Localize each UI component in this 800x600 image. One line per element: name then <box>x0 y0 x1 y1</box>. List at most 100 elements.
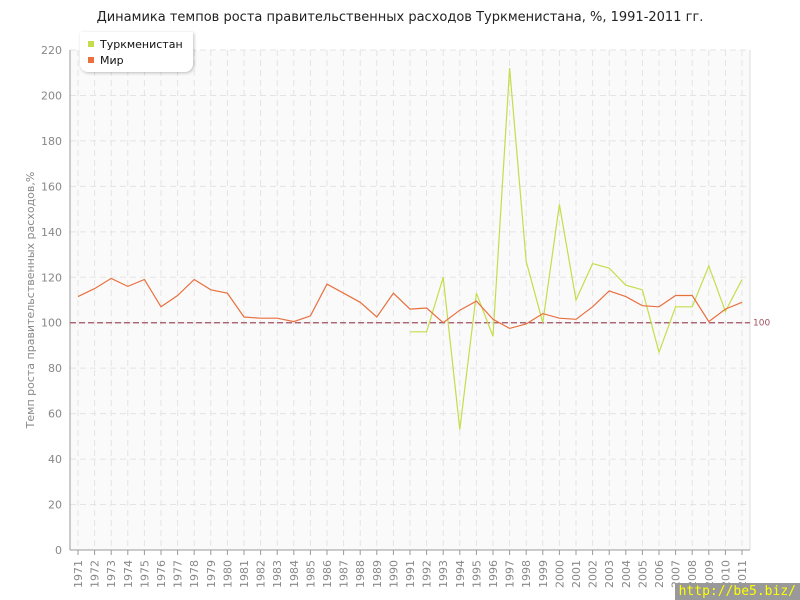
data-point-world-1987 <box>342 292 345 295</box>
data-point-world-1978 <box>193 278 196 281</box>
data-point-world-2002 <box>591 305 594 308</box>
y-tick-label: 100 <box>41 317 62 330</box>
data-point-turkmenistan-2008 <box>691 305 694 308</box>
legend-swatch <box>88 41 94 47</box>
legend-item-turkmenistan[interactable]: Туркменистан <box>88 36 183 52</box>
x-tick-label: 1996 <box>487 560 500 588</box>
data-point-world-1974 <box>126 285 129 288</box>
x-tick-label: 1976 <box>155 560 168 588</box>
x-tick-label: 2003 <box>603 560 616 588</box>
data-point-turkmenistan-2002 <box>591 262 594 265</box>
data-point-turkmenistan-1994 <box>458 428 461 431</box>
data-point-turkmenistan-2005 <box>641 288 644 291</box>
legend-label: Мир <box>100 53 124 67</box>
x-tick-label: 2002 <box>587 560 600 588</box>
data-point-world-1995 <box>475 300 478 303</box>
x-tick-label: 1986 <box>321 560 334 588</box>
data-point-world-1992 <box>425 306 428 309</box>
data-point-world-2008 <box>691 294 694 297</box>
x-tick-label: 2006 <box>653 560 666 588</box>
legend-label: Туркменистан <box>100 37 183 51</box>
x-tick-label: 1992 <box>421 560 434 588</box>
data-point-turkmenistan-2004 <box>624 284 627 287</box>
data-point-world-1991 <box>409 308 412 311</box>
data-point-world-1993 <box>442 321 445 324</box>
data-point-turkmenistan-2000 <box>558 203 561 206</box>
data-point-turkmenistan-1991 <box>409 330 412 333</box>
data-point-world-2004 <box>624 295 627 298</box>
series-line-world <box>77 277 743 330</box>
series-line-turkmenistan <box>410 68 743 430</box>
data-point-world-1971 <box>77 295 80 298</box>
x-tick-label: 1999 <box>537 560 550 588</box>
x-tick-label: 2009 <box>703 560 716 588</box>
x-tick-label: 1998 <box>520 560 533 588</box>
data-point-world-1973 <box>110 277 113 280</box>
x-tick-label: 1978 <box>188 560 201 588</box>
x-tick-label: 2000 <box>553 560 566 588</box>
data-point-world-1985 <box>309 314 312 317</box>
y-tick-label: 220 <box>41 44 62 57</box>
y-tick-label: 160 <box>41 180 62 193</box>
legend-item-world[interactable]: Мир <box>88 52 183 68</box>
x-tick-label: 1990 <box>387 560 400 588</box>
y-tick-label: 120 <box>41 271 62 284</box>
y-tick-label: 60 <box>48 408 62 421</box>
y-tick-label: 180 <box>41 135 62 148</box>
x-tick-label: 1972 <box>89 560 102 588</box>
data-point-world-2007 <box>674 294 677 297</box>
data-point-world-1983 <box>276 317 279 320</box>
x-tick-label: 1983 <box>271 560 284 588</box>
y-tick-label: 80 <box>48 362 62 375</box>
data-point-world-2011 <box>741 301 744 304</box>
x-tick-label: 1975 <box>138 560 151 588</box>
x-tick-label: 1991 <box>404 560 417 588</box>
legend-swatch <box>88 57 94 63</box>
y-tick-label: 20 <box>48 499 62 512</box>
x-tick-label: 1994 <box>454 560 467 588</box>
data-point-world-1972 <box>93 287 96 290</box>
x-tick-label: 2010 <box>719 560 732 588</box>
data-point-world-1975 <box>143 278 146 281</box>
x-tick-label: 1974 <box>122 560 135 588</box>
data-point-world-1989 <box>375 316 378 319</box>
data-point-turkmenistan-1998 <box>525 260 528 263</box>
x-tick-label: 2008 <box>686 560 699 588</box>
x-tick-label: 1980 <box>221 560 234 588</box>
data-point-turkmenistan-1996 <box>492 335 495 338</box>
data-point-world-1996 <box>492 318 495 321</box>
data-point-turkmenistan-2011 <box>741 278 744 281</box>
x-tick-label: 1997 <box>504 560 517 588</box>
data-point-world-1997 <box>508 327 511 330</box>
data-point-turkmenistan-1999 <box>541 321 544 324</box>
data-point-turkmenistan-1997 <box>508 67 511 70</box>
data-point-turkmenistan-2006 <box>658 351 661 354</box>
data-point-turkmenistan-1992 <box>425 330 428 333</box>
x-tick-label: 1971 <box>72 560 85 588</box>
data-point-turkmenistan-2007 <box>674 305 677 308</box>
x-tick-label: 1985 <box>304 560 317 588</box>
data-point-turkmenistan-2003 <box>608 267 611 270</box>
data-point-turkmenistan-1995 <box>475 292 478 295</box>
y-tick-label: 40 <box>48 453 62 466</box>
x-tick-label: 1979 <box>205 560 218 588</box>
x-tick-label: 1984 <box>288 560 301 588</box>
x-tick-label: 1989 <box>371 560 384 588</box>
data-point-world-1986 <box>326 283 329 286</box>
y-axis-label: Темп роста правительственных расходов,% <box>24 172 37 430</box>
chart-title: Динамика темпов роста правительственных … <box>96 10 704 25</box>
y-tick-label: 0 <box>55 544 62 557</box>
x-tick-label: 2005 <box>636 560 649 588</box>
data-point-world-1977 <box>176 294 179 297</box>
data-point-world-2000 <box>558 317 561 320</box>
data-point-world-1980 <box>226 292 229 295</box>
x-tick-label: 1981 <box>238 560 251 588</box>
data-point-world-1976 <box>160 305 163 308</box>
legend: Туркменистан Мир <box>80 32 193 72</box>
watermark[interactable]: http://be5.biz/ <box>674 583 800 600</box>
x-tick-label: 1988 <box>354 560 367 588</box>
x-tick-label: 1982 <box>255 560 268 588</box>
x-tick-label: 2004 <box>620 560 633 588</box>
x-tick-label: 1977 <box>172 560 185 588</box>
